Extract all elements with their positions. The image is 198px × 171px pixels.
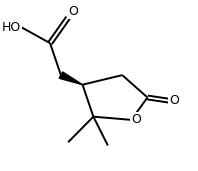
Polygon shape bbox=[59, 72, 83, 85]
Text: HO: HO bbox=[2, 21, 21, 34]
Text: O: O bbox=[169, 94, 179, 107]
Text: O: O bbox=[68, 5, 78, 18]
Text: O: O bbox=[131, 113, 141, 126]
